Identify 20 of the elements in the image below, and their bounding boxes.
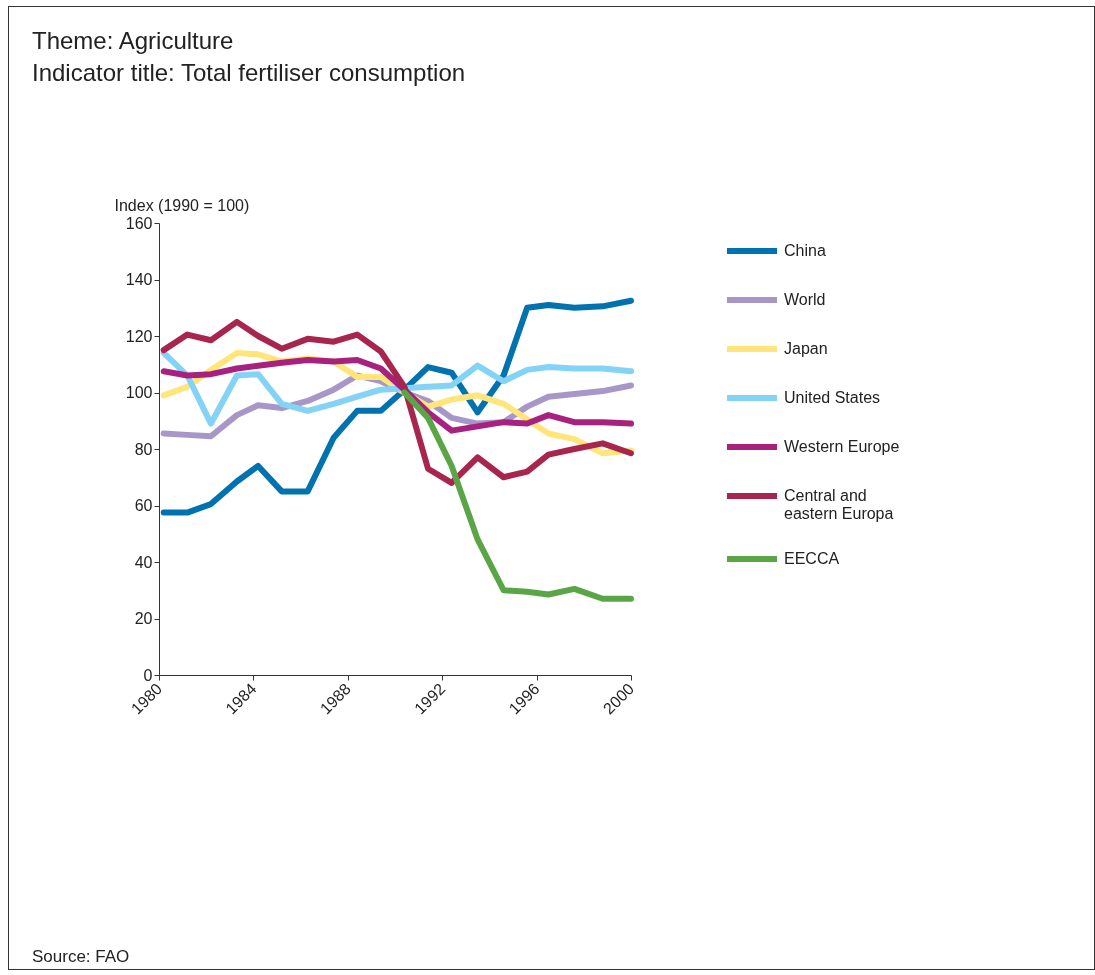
legend-label: World xyxy=(784,291,826,308)
y-tick-label: 40 xyxy=(134,553,153,571)
y-tick-label: 60 xyxy=(134,497,153,514)
y-tick-label: 120 xyxy=(125,327,153,345)
legend-label: EECCA xyxy=(784,550,840,567)
y-tick-label: 20 xyxy=(134,610,153,627)
legend-label: Japan xyxy=(784,340,828,357)
y-tick-label: 100 xyxy=(125,384,153,401)
chart-title: Theme: Agriculture xyxy=(32,27,234,55)
legend-label: Western Europe xyxy=(784,438,900,455)
y-tick-label: 140 xyxy=(125,271,153,288)
y-tick-label: 80 xyxy=(134,440,153,458)
legend-label: Central and eastern Europa xyxy=(784,487,894,522)
y-tick-label: 160 xyxy=(125,214,153,232)
source-note: Source: FAO xyxy=(32,947,130,967)
legend-label: China xyxy=(784,242,826,259)
chart-subtitle: Indicator title: Total fertiliser consumption xyxy=(32,59,466,87)
y-axis-title: Index (1990 = 100) xyxy=(114,196,250,214)
legend-label: United States xyxy=(784,389,881,406)
y-tick-label: 0 xyxy=(143,666,153,684)
